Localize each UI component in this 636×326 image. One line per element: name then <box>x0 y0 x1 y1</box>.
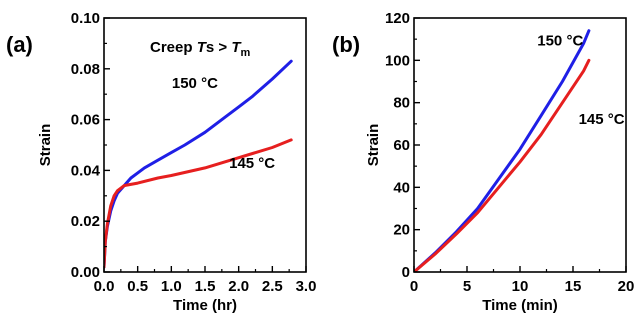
panel-a-x-tick-label: 0.0 <box>94 278 115 295</box>
panel-a-x-tick-label: 1.5 <box>195 278 216 295</box>
panel-a-x-axis-title: Time (hr) <box>173 297 237 314</box>
panel-b-series-145-line <box>414 58 591 272</box>
panel-b-x-tick-label: 20 <box>618 278 635 295</box>
panel-b-y-tick-label: 120 <box>385 10 410 27</box>
panel-a-x-tick-label: 1.0 <box>161 278 182 295</box>
panel-a-x-tick-label: 3.0 <box>296 278 317 295</box>
panel-a-x-tick-label: 2.0 <box>228 278 249 295</box>
panel-a-y-tick-label: 0.10 <box>71 10 100 27</box>
panel-a-y-tick-label: 0.06 <box>71 112 100 129</box>
panel-a-series-label: 145 °C <box>229 155 275 172</box>
panel-b-y-tick-label: 20 <box>393 222 410 239</box>
panel-a-y-axis-title: Strain <box>37 124 54 167</box>
panel-a-y-tick-label: 0.00 <box>71 264 100 281</box>
panel-b-x-tick-label: 15 <box>565 278 582 295</box>
panel-a-y-tick-label: 0.02 <box>71 213 100 230</box>
panel-a-x-tick-label: 2.5 <box>262 278 283 295</box>
panel-b-series-label: 150 °C <box>537 33 583 50</box>
panel-b-x-tick-label: 0 <box>410 278 418 295</box>
panel-b-y-tick-label: 40 <box>393 179 410 196</box>
panel-a-x-tick-label: 0.5 <box>127 278 148 295</box>
panel-b-x-tick-label: 5 <box>463 278 471 295</box>
panel-b-y-tick-label: 80 <box>393 95 410 112</box>
panel-a-y-tick-label: 0.08 <box>71 61 100 78</box>
panel-a-annotation: Creep Ts > Tm <box>150 39 250 59</box>
panel-b-series-label: 145 °C <box>579 111 625 128</box>
panel-a-series-label: 150 °C <box>172 75 218 92</box>
panel-b: 0 5 10 15 20 0 20 40 60 80 100 120 Time (min) Strain (… <box>332 10 634 314</box>
panel-b-y-tick-label: 60 <box>393 137 410 154</box>
panel-b-y-tick-label: 0 <box>402 264 410 281</box>
panel-a-y-tick-label: 0.04 <box>71 162 101 179</box>
panel-b-plot-frame <box>413 17 627 273</box>
panel-b-y-axis-title: Strain <box>365 124 382 167</box>
panel-b-x-tick-label: 10 <box>512 278 529 295</box>
panel-b-x-axis-title: Time (min) <box>482 297 558 314</box>
panel-b-label: (b) <box>332 32 360 57</box>
panel-a-label: (a) <box>6 32 33 57</box>
panel-b-series-150-line <box>414 29 591 272</box>
panel-a: 0.0 0.5 1.0 1.5 2.0 2.5 3.0 0.00 0.02 0.04 0.06 0.0… <box>6 10 316 314</box>
panel-b-y-tick-label: 100 <box>385 52 410 69</box>
panel-a-series-145-line <box>104 138 293 269</box>
